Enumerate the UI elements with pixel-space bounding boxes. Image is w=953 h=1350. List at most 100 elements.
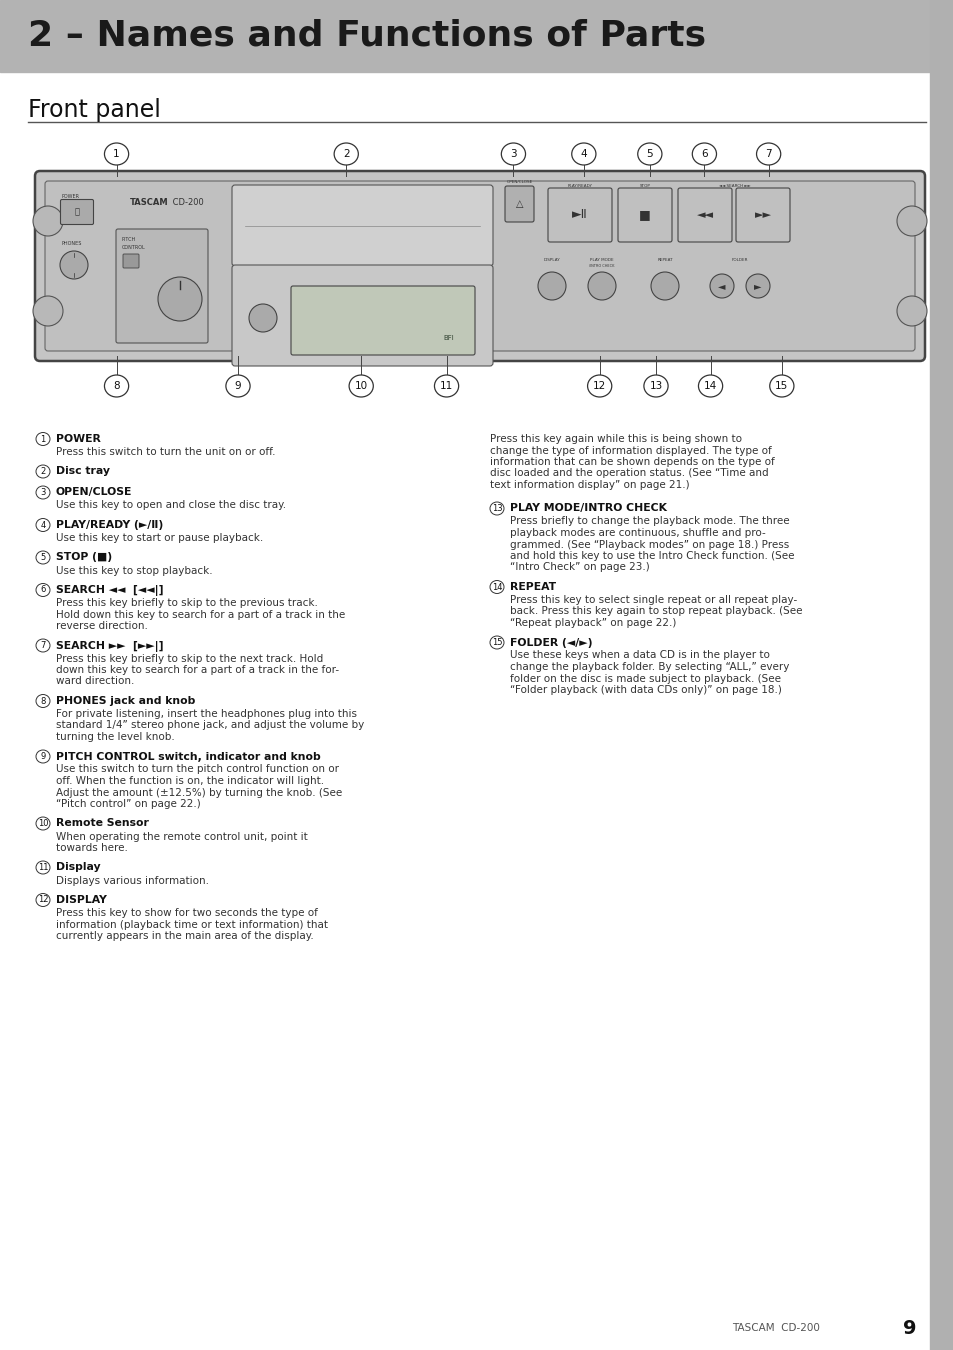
Text: and hold this key to use the Intro Check function. (See: and hold this key to use the Intro Check… xyxy=(510,551,794,562)
Circle shape xyxy=(650,271,679,300)
Text: POWER: POWER xyxy=(62,194,80,198)
Text: REPEAT: REPEAT xyxy=(510,582,556,593)
Ellipse shape xyxy=(36,518,50,532)
Circle shape xyxy=(60,251,88,279)
Text: /INTRO CHECK: /INTRO CHECK xyxy=(589,265,614,269)
Text: 13: 13 xyxy=(491,504,502,513)
Text: 7: 7 xyxy=(764,148,771,159)
Text: Press this key briefly to skip to the previous track.: Press this key briefly to skip to the pr… xyxy=(56,598,317,608)
Text: OPEN/CLOSE: OPEN/CLOSE xyxy=(506,180,532,184)
Ellipse shape xyxy=(36,464,50,478)
Ellipse shape xyxy=(104,143,129,165)
Circle shape xyxy=(158,277,202,321)
Text: Remote Sensor: Remote Sensor xyxy=(56,818,149,829)
Text: Press briefly to change the playback mode. The three: Press briefly to change the playback mod… xyxy=(510,517,789,526)
Text: off. When the function is on, the indicator will light.: off. When the function is on, the indica… xyxy=(56,776,324,786)
Ellipse shape xyxy=(36,551,50,564)
FancyBboxPatch shape xyxy=(35,171,924,360)
Text: “Intro Check” on page 23.): “Intro Check” on page 23.) xyxy=(510,563,649,572)
Bar xyxy=(0,0,953,72)
Ellipse shape xyxy=(36,639,50,652)
Text: Use this key to open and close the disc tray.: Use this key to open and close the disc … xyxy=(56,501,286,510)
Circle shape xyxy=(709,274,733,298)
Text: DISPLAY: DISPLAY xyxy=(56,895,107,905)
Ellipse shape xyxy=(36,894,50,906)
Text: 9: 9 xyxy=(902,1319,916,1338)
Text: grammed. (See “Playback modes” on page 18.) Press: grammed. (See “Playback modes” on page 1… xyxy=(510,540,788,549)
Ellipse shape xyxy=(571,143,596,165)
Ellipse shape xyxy=(698,375,722,397)
Circle shape xyxy=(896,296,926,325)
Ellipse shape xyxy=(434,375,458,397)
Ellipse shape xyxy=(104,375,129,397)
Text: FOLDER: FOLDER xyxy=(731,258,747,262)
Text: “Folder playback (with data CDs only)” on page 18.): “Folder playback (with data CDs only)” o… xyxy=(510,684,781,695)
Text: DISPLAY: DISPLAY xyxy=(543,258,559,262)
Text: 3: 3 xyxy=(40,487,46,497)
Text: 6: 6 xyxy=(40,586,46,594)
Text: Use this key to start or pause playback.: Use this key to start or pause playback. xyxy=(56,533,263,543)
Text: ►Ⅱ: ►Ⅱ xyxy=(572,208,587,221)
Text: Disc tray: Disc tray xyxy=(56,467,110,477)
Text: PLAY MODE/INTRO CHECK: PLAY MODE/INTRO CHECK xyxy=(510,504,666,513)
Text: PLAY/READY (►/Ⅱ): PLAY/READY (►/Ⅱ) xyxy=(56,520,163,531)
Text: ◄: ◄ xyxy=(718,281,725,292)
Text: 2 – Names and Functions of Parts: 2 – Names and Functions of Parts xyxy=(28,19,705,53)
Circle shape xyxy=(33,207,63,236)
Text: text information display” on page 21.): text information display” on page 21.) xyxy=(490,481,689,490)
Text: 8: 8 xyxy=(40,697,46,706)
Text: 1: 1 xyxy=(40,435,46,444)
FancyBboxPatch shape xyxy=(45,181,914,351)
Ellipse shape xyxy=(490,636,503,649)
Ellipse shape xyxy=(490,502,503,514)
Text: 11: 11 xyxy=(38,863,49,872)
Text: standard 1/4” stereo phone jack, and adjust the volume by: standard 1/4” stereo phone jack, and adj… xyxy=(56,721,364,730)
Text: STOP (■): STOP (■) xyxy=(56,552,112,563)
Text: SEARCH ◄◄  [◄◄|]: SEARCH ◄◄ [◄◄|] xyxy=(56,585,163,595)
Text: 13: 13 xyxy=(649,381,662,392)
Text: 3: 3 xyxy=(510,148,517,159)
Ellipse shape xyxy=(756,143,780,165)
Text: 4: 4 xyxy=(580,148,586,159)
Text: 15: 15 xyxy=(775,381,787,392)
Text: Adjust the amount (±12.5%) by turning the knob. (See: Adjust the amount (±12.5%) by turning th… xyxy=(56,787,342,798)
Text: 9: 9 xyxy=(40,752,46,761)
Text: 4: 4 xyxy=(40,521,46,529)
Text: CONTROL: CONTROL xyxy=(122,244,146,250)
Text: towards here.: towards here. xyxy=(56,842,128,853)
Ellipse shape xyxy=(692,143,716,165)
Text: Hold down this key to search for a part of a track in the: Hold down this key to search for a part … xyxy=(56,609,345,620)
FancyBboxPatch shape xyxy=(123,254,139,269)
Text: 12: 12 xyxy=(593,381,606,392)
Circle shape xyxy=(587,271,616,300)
Ellipse shape xyxy=(36,583,50,597)
FancyBboxPatch shape xyxy=(678,188,731,242)
Text: TASCAM  CD-200: TASCAM CD-200 xyxy=(731,1323,820,1332)
Text: down this key to search for a part of a track in the for-: down this key to search for a part of a … xyxy=(56,666,338,675)
Text: back. Press this key again to stop repeat playback. (See: back. Press this key again to stop repea… xyxy=(510,606,801,617)
Text: 10: 10 xyxy=(355,381,367,392)
Text: △: △ xyxy=(516,198,522,209)
Ellipse shape xyxy=(349,375,373,397)
Text: 12: 12 xyxy=(38,895,49,905)
Circle shape xyxy=(537,271,565,300)
Text: PLAY MODE: PLAY MODE xyxy=(590,258,613,262)
Text: change the type of information displayed. The type of: change the type of information displayed… xyxy=(490,446,771,455)
FancyBboxPatch shape xyxy=(504,186,534,221)
Text: playback modes are continuous, shuffle and pro-: playback modes are continuous, shuffle a… xyxy=(510,528,765,539)
Bar xyxy=(929,0,953,1350)
Text: ⏻: ⏻ xyxy=(74,208,79,216)
Ellipse shape xyxy=(36,694,50,707)
Text: ►: ► xyxy=(754,281,760,292)
Text: SEARCH ►►  [►►|]: SEARCH ►► [►►|] xyxy=(56,640,163,652)
Text: PHONES: PHONES xyxy=(62,242,82,246)
Text: 14: 14 xyxy=(491,582,501,591)
Text: 15: 15 xyxy=(491,639,501,647)
Text: For private listening, insert the headphones plug into this: For private listening, insert the headph… xyxy=(56,709,356,720)
Text: “Pitch control” on page 22.): “Pitch control” on page 22.) xyxy=(56,799,200,809)
Text: ◄◄: ◄◄ xyxy=(696,211,713,220)
Ellipse shape xyxy=(36,486,50,500)
Text: Press this switch to turn the unit on or off.: Press this switch to turn the unit on or… xyxy=(56,447,275,458)
Text: CD-200: CD-200 xyxy=(170,198,204,207)
FancyBboxPatch shape xyxy=(232,185,493,266)
